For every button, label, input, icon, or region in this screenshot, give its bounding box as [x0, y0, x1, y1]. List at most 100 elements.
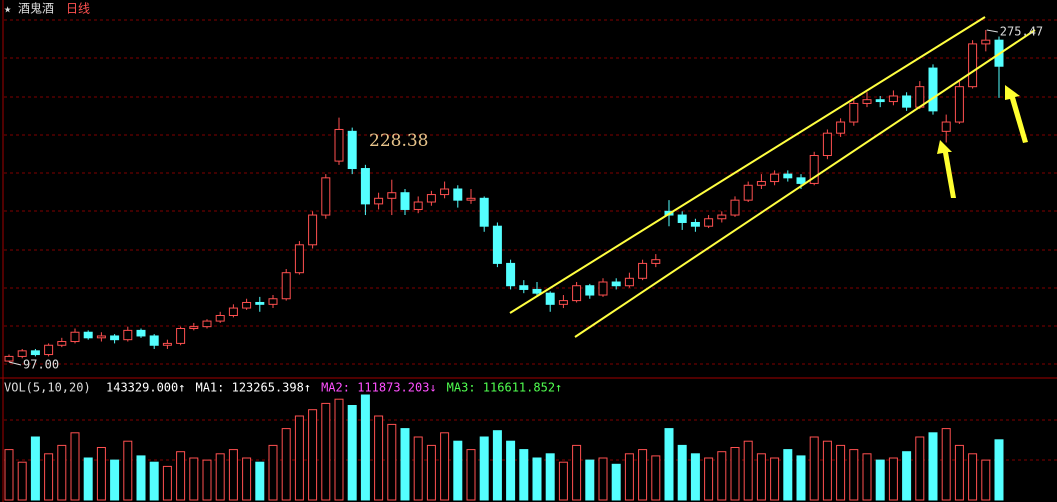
volume-bar: [941, 428, 951, 501]
candle-body: [308, 214, 318, 246]
volume-bar: [677, 444, 687, 501]
candle-body: [862, 99, 872, 104]
candle-body: [704, 218, 714, 227]
volume-bar: [545, 453, 555, 501]
volume-bar: [822, 440, 832, 501]
volume-bar: [770, 457, 780, 501]
candle-body: [519, 285, 529, 290]
candle-body: [96, 335, 106, 339]
volume-bar: [281, 428, 291, 501]
candle-body: [558, 300, 568, 305]
low-label: 97.00: [23, 358, 59, 372]
volume-bar: [862, 453, 872, 501]
candle-body: [809, 155, 819, 184]
volume-bar: [585, 459, 595, 501]
candle-body: [743, 184, 753, 201]
candle-body: [638, 262, 648, 279]
volume-bar: [875, 459, 885, 501]
volume-bar: [96, 447, 106, 501]
volume-bar: [136, 455, 146, 501]
candle-body: [928, 67, 938, 112]
volume-title: VOL(5,10,20): [4, 381, 91, 395]
volume-bar: [994, 439, 1004, 501]
volume-bar: [110, 459, 120, 501]
volume-bar: [426, 444, 436, 501]
volume-bar: [836, 444, 846, 501]
candle-body: [294, 244, 304, 274]
volume-bar: [704, 457, 714, 501]
candle-body: [268, 298, 278, 305]
candle-body: [822, 132, 832, 157]
candle-body: [413, 201, 423, 210]
candle-body: [281, 272, 291, 300]
volume-bar: [743, 440, 753, 501]
candle-body: [756, 181, 766, 186]
icon: ★: [4, 2, 11, 16]
candle-body: [255, 301, 265, 305]
volume-bar: [176, 451, 186, 501]
volume-bar: [321, 402, 331, 501]
candle-body: [426, 194, 436, 203]
volume-bar: [466, 449, 476, 501]
pointer: [986, 29, 998, 33]
volume-bar: [70, 432, 80, 501]
candle-body: [624, 277, 634, 287]
candle-body: [545, 292, 555, 305]
candle-body: [717, 214, 727, 220]
legend-item: 143329.000↑: [106, 381, 185, 395]
volume-bar: [968, 453, 978, 501]
volume-bar: [717, 451, 727, 501]
arrow: [1005, 85, 1028, 143]
candle-body: [440, 188, 450, 196]
candle-body: [849, 102, 859, 123]
high-label: 275.47: [1000, 25, 1043, 39]
legend-item: MA3: 116611.852↑: [447, 381, 563, 395]
candle-body: [215, 314, 225, 322]
volume-bar: [558, 461, 568, 501]
volume-bar: [44, 453, 54, 501]
candle-body: [149, 335, 159, 346]
channel-line: [509, 16, 986, 314]
candle-body: [532, 288, 542, 294]
volume-bar: [242, 457, 252, 501]
candle-body: [598, 281, 608, 296]
volume-bar: [981, 459, 991, 501]
candle-body: [228, 307, 238, 316]
candle-body: [387, 192, 397, 199]
candle-body: [334, 128, 344, 162]
candle-body: [902, 95, 912, 108]
candle-body: [796, 177, 806, 184]
candle-body: [479, 197, 489, 227]
volume-bar: [954, 444, 964, 501]
candle-body: [110, 335, 120, 341]
legend-item: MA1: 123265.398↑: [195, 381, 311, 395]
candle-body: [677, 214, 687, 223]
volume-bar: [598, 457, 608, 501]
candle-body: [242, 301, 252, 309]
candle-body: [189, 326, 199, 330]
trend-channel: [509, 16, 1036, 338]
volume-bar: [888, 457, 898, 501]
candle-body: [360, 168, 370, 205]
volume-bar: [162, 465, 172, 501]
volume-bar: [796, 455, 806, 501]
volume-bar: [611, 463, 621, 501]
candle-body: [572, 285, 582, 302]
volume-bar: [413, 436, 423, 501]
volume-bar: [360, 394, 370, 501]
candle-body: [466, 197, 476, 201]
peak-label: 228.38: [369, 131, 428, 151]
candle-body: [941, 121, 951, 132]
channel-line: [574, 29, 1036, 338]
candle-body: [176, 328, 186, 344]
candle-body: [202, 320, 212, 328]
candle-body: [57, 341, 67, 346]
candle-body: [954, 86, 964, 123]
volume-bar: [228, 449, 238, 501]
volume-bar: [638, 449, 648, 501]
volume-bar: [651, 455, 661, 501]
candle-body: [44, 344, 54, 356]
